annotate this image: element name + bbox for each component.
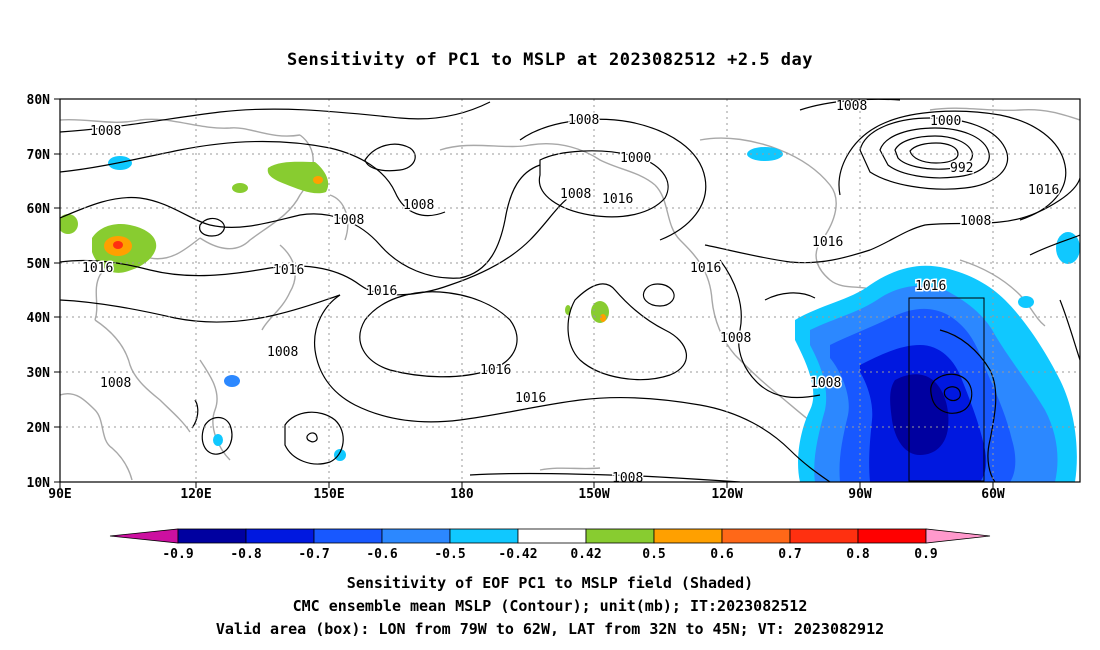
contour-label-1016-box: 1016 bbox=[915, 279, 946, 294]
contour-label: 1016 bbox=[366, 284, 397, 299]
contour-label: 1008 bbox=[90, 124, 121, 139]
lat-tick-labels: 80N 70N 60N 50N 40N 30N 20N 10N bbox=[27, 93, 51, 491]
colorbar-label: 0.7 bbox=[778, 547, 801, 562]
shade-neg-patch bbox=[943, 278, 967, 292]
contour-label: 992 bbox=[950, 161, 973, 176]
contour-label: 1016 bbox=[602, 192, 633, 207]
contour-label: 1016 bbox=[480, 363, 511, 378]
colorbar-label: -0.8 bbox=[230, 547, 261, 562]
contour-label: 1016 bbox=[515, 391, 546, 406]
mslp-contours bbox=[60, 99, 1080, 482]
lat-tick-label: 40N bbox=[27, 311, 51, 326]
colorbar-label: -0.9 bbox=[162, 547, 193, 562]
shade-neg-patch bbox=[213, 434, 223, 446]
contour-label: 1008 bbox=[403, 198, 434, 213]
contour-label: 1016 bbox=[812, 235, 843, 250]
contour-label: 1016 bbox=[1028, 183, 1059, 198]
lon-tick-label: 60W bbox=[981, 487, 1005, 502]
shade-neg-patch bbox=[1018, 296, 1034, 308]
colorbar-bin bbox=[585, 528, 655, 544]
contour-label: 1008 bbox=[836, 99, 867, 114]
colorbar-high-end bbox=[925, 528, 991, 544]
shade-pos-patch bbox=[267, 161, 329, 194]
lat-tick-label: 80N bbox=[27, 93, 51, 108]
lon-tick-label: 90W bbox=[848, 487, 872, 502]
shade-pos-patch bbox=[313, 176, 323, 184]
contour-label: 1008 bbox=[960, 214, 991, 229]
shade-neg-patch bbox=[334, 449, 346, 461]
shade-pos-patch bbox=[60, 214, 78, 234]
contour-label: 1008 bbox=[720, 331, 751, 346]
colorbar-bin bbox=[245, 528, 315, 544]
gridlines bbox=[60, 99, 1080, 482]
contour-label: 1000 bbox=[620, 151, 651, 166]
colorbar-label: 0.8 bbox=[846, 547, 870, 562]
shade-neg-patch bbox=[747, 147, 783, 161]
colorbar-bin bbox=[313, 528, 383, 544]
contour-label: 1008 bbox=[568, 113, 599, 128]
colorbar-bin bbox=[789, 528, 859, 544]
colorbar-label: 0.6 bbox=[710, 547, 734, 562]
contour-label: 1000 bbox=[930, 114, 961, 129]
lat-tick-label: 20N bbox=[27, 421, 51, 436]
colorbar-bin bbox=[857, 528, 927, 544]
lat-tick-label: 50N bbox=[27, 257, 51, 272]
lon-tick-label: 120W bbox=[711, 487, 742, 502]
contour-label: 1016 bbox=[82, 261, 113, 276]
footer-line-3: Valid area (box): LON from 79W to 62W, L… bbox=[215, 620, 885, 638]
contour-labels: 1008 1008 1000 1008 1016 1008 1008 1016 … bbox=[81, 99, 1061, 486]
lat-tick-label: 30N bbox=[27, 366, 51, 381]
shade-neg-patch bbox=[224, 375, 240, 387]
lon-tick-label: 150W bbox=[578, 487, 609, 502]
chart-title: Sensitivity of PC1 to MSLP at 2023082512… bbox=[286, 50, 813, 70]
colorbar-low-end bbox=[109, 528, 179, 544]
lon-tick-label: 120E bbox=[180, 487, 211, 502]
shade-pos-patch bbox=[232, 183, 248, 193]
contour-label: 1008 bbox=[560, 187, 591, 202]
shade-pos-patch bbox=[600, 314, 606, 322]
colorbar-bin bbox=[517, 528, 587, 544]
contour-label: 1008 bbox=[333, 213, 364, 228]
map-border bbox=[59, 98, 1081, 483]
colorbar-label: -0.42 bbox=[498, 547, 537, 562]
footer-line-2: CMC ensemble mean MSLP (Contour); unit(m… bbox=[292, 597, 808, 615]
axis-ticks bbox=[54, 98, 994, 488]
shade-neg-patch bbox=[1056, 232, 1080, 264]
colorbar-bin bbox=[653, 528, 723, 544]
lat-tick-label: 60N bbox=[27, 202, 51, 217]
footer-line-1: Sensitivity of EOF PC1 to MSLP field (Sh… bbox=[346, 574, 754, 592]
colorbar-bin bbox=[381, 528, 451, 544]
colorbar-bin bbox=[177, 528, 247, 544]
colorbar-bin bbox=[721, 528, 791, 544]
lat-tick-label: 70N bbox=[27, 148, 51, 163]
shading bbox=[60, 147, 1080, 482]
shade-neg-peak bbox=[890, 374, 949, 455]
lon-tick-label: 180 bbox=[450, 487, 474, 502]
colorbar-label: -0.6 bbox=[366, 547, 397, 562]
contour-label: 1008 bbox=[810, 376, 841, 391]
colorbar-bin bbox=[449, 528, 519, 544]
colorbar-label: -0.7 bbox=[298, 547, 329, 562]
shade-neg-patch bbox=[108, 156, 132, 170]
colorbar-label: -0.5 bbox=[434, 547, 465, 562]
contour-label: 1016 bbox=[690, 261, 721, 276]
contour-label: 1008 bbox=[612, 471, 643, 486]
lon-tick-label: 90E bbox=[48, 487, 71, 502]
colorbar-label: 0.5 bbox=[642, 547, 665, 562]
valid-area-box bbox=[908, 297, 985, 482]
lon-tick-labels: 90E 120E 150E 180 150W 120W 90W 60W bbox=[48, 487, 1005, 502]
lat-tick-label: 10N bbox=[27, 476, 51, 491]
colorbar: -0.9 -0.8 -0.7 -0.6 -0.5 -0.42 0.42 0.5 0.6 0.7 0.… bbox=[109, 528, 991, 562]
contour-label: 1016 bbox=[273, 263, 304, 278]
shade-pos-patch bbox=[113, 241, 123, 249]
contour-label: 1008 bbox=[100, 376, 131, 391]
colorbar-label: 0.9 bbox=[914, 547, 937, 562]
lon-tick-label: 150E bbox=[313, 487, 344, 502]
contour-label: 1008 bbox=[267, 345, 298, 360]
colorbar-label: 0.42 bbox=[570, 547, 601, 562]
